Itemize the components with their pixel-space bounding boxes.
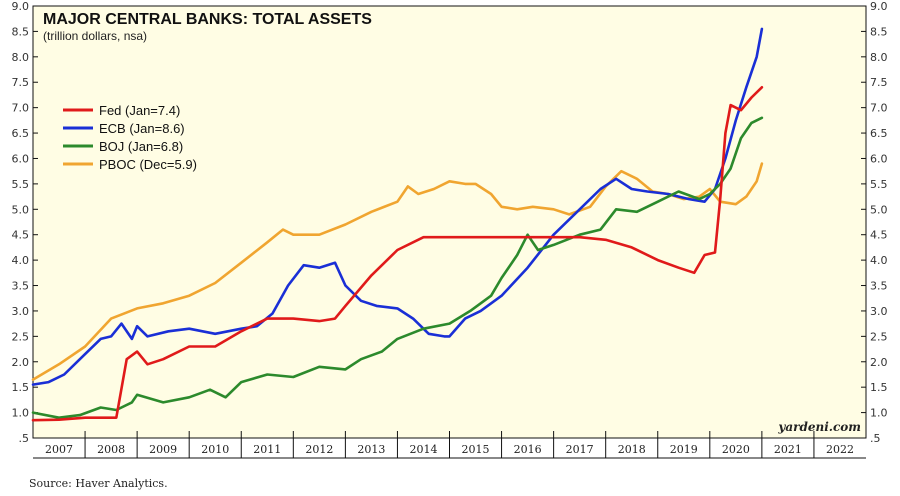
y-tick-label-left: 8.0 bbox=[12, 51, 30, 64]
y-axis-left: .5 1.0 1.5 2.0 2.5 3.0 3.5 4.0 4.5 5.0 5.5 6.0 6.5 7.… bbox=[12, 0, 38, 445]
x-tick-label: 2021 bbox=[774, 443, 802, 456]
x-tick-label: 2011 bbox=[253, 443, 281, 456]
x-tick-label: 2010 bbox=[201, 443, 229, 456]
x-tick-label: 2014 bbox=[409, 443, 437, 456]
y-tick-label-left: 6.0 bbox=[12, 152, 30, 165]
y-tick-label-right: 3.0 bbox=[870, 305, 888, 318]
source-note: Source: Haver Analytics. bbox=[29, 477, 168, 490]
chart-subtitle: (trillion dollars, nsa) bbox=[43, 29, 147, 43]
y-tick-label-right: 4.0 bbox=[870, 254, 888, 267]
x-tick-label: 2019 bbox=[670, 443, 698, 456]
y-tick-label-left: 7.5 bbox=[12, 76, 30, 89]
x-tick-label: 2007 bbox=[45, 443, 73, 456]
series-layer bbox=[31, 27, 764, 422]
y-tick-label-right: 4.5 bbox=[870, 229, 888, 242]
x-tick-label: 2017 bbox=[566, 443, 594, 456]
plot-area bbox=[32, 5, 867, 439]
x-tick-label: 2018 bbox=[618, 443, 646, 456]
y-tick-label-left: .5 bbox=[19, 432, 30, 445]
y-tick-label-left: 5.0 bbox=[12, 203, 30, 216]
y-tick-label-left: 7.0 bbox=[12, 102, 30, 115]
y-tick-label-left: 2.0 bbox=[12, 356, 30, 369]
y-tick-label-right: 7.5 bbox=[870, 76, 888, 89]
legend-label-pboc: PBOC (Dec=5.9) bbox=[99, 157, 197, 172]
x-tick-label: 2016 bbox=[514, 443, 542, 456]
legend-label-boj: BOJ (Jan=6.8) bbox=[99, 139, 183, 154]
yardeni-annotation: yardeni.com bbox=[777, 420, 861, 434]
chart-title: MAJOR CENTRAL BANKS: TOTAL ASSETS bbox=[43, 11, 372, 28]
y-tick-label-right: 1.0 bbox=[870, 407, 888, 420]
y-tick-label-right: 8.0 bbox=[870, 51, 888, 64]
x-tick-label: 2020 bbox=[722, 443, 750, 456]
y-tick-label-right: .5 bbox=[870, 432, 881, 445]
y-axis-right: .5 1.0 1.5 2.0 2.5 3.0 3.5 4.0 4.5 5.0 5.5 6.0 6.5 7.… bbox=[861, 0, 888, 445]
y-tick-label-right: 8.5 bbox=[870, 25, 888, 38]
y-tick-label-right: 5.5 bbox=[870, 178, 888, 191]
y-tick-label-left: 8.5 bbox=[12, 25, 30, 38]
y-tick-label-right: 1.5 bbox=[870, 381, 888, 394]
series-line-boj bbox=[31, 116, 764, 419]
y-tick-label-left: 3.0 bbox=[12, 305, 30, 318]
y-tick-label-right: 3.5 bbox=[870, 280, 888, 293]
y-tick-label-right: 9.0 bbox=[870, 0, 888, 13]
y-tick-label-left: 1.5 bbox=[12, 381, 30, 394]
y-tick-label-right: 6.5 bbox=[870, 127, 888, 140]
legend: Fed (Jan=7.4) ECB (Jan=8.6) BOJ (Jan=6.8) P… bbox=[63, 103, 197, 172]
y-tick-label-right: 2.0 bbox=[870, 356, 888, 369]
series-line-fed bbox=[31, 86, 764, 422]
y-tick-label-left: 1.0 bbox=[12, 407, 30, 420]
y-tick-label-left: 4.0 bbox=[12, 254, 30, 267]
series-line-ecb bbox=[31, 27, 764, 386]
legend-label-ecb: ECB (Jan=8.6) bbox=[99, 121, 185, 136]
y-tick-label-left: 4.5 bbox=[12, 229, 30, 242]
y-tick-label-left: 6.5 bbox=[12, 127, 30, 140]
y-tick-label-left: 3.5 bbox=[12, 280, 30, 293]
x-tick-label: 2009 bbox=[149, 443, 177, 456]
y-tick-label-left: 5.5 bbox=[12, 178, 30, 191]
y-tick-label-right: 2.5 bbox=[870, 330, 888, 343]
x-tick-label: 2012 bbox=[305, 443, 333, 456]
x-tick-label: 2008 bbox=[97, 443, 125, 456]
y-tick-label-right: 6.0 bbox=[870, 152, 888, 165]
x-tick-label: 2015 bbox=[462, 443, 490, 456]
y-tick-label-right: 5.0 bbox=[870, 203, 888, 216]
y-tick-label-right: 7.0 bbox=[870, 102, 888, 115]
x-axis: 2007 2008 2009 2010 2011 2012 2013 2014 2015 2016… bbox=[33, 431, 866, 459]
x-tick-label: 2022 bbox=[826, 443, 854, 456]
legend-label-fed: Fed (Jan=7.4) bbox=[99, 103, 180, 118]
y-tick-label-left: 9.0 bbox=[12, 0, 30, 13]
y-tick-label-left: 2.5 bbox=[12, 330, 30, 343]
x-tick-label: 2013 bbox=[357, 443, 385, 456]
